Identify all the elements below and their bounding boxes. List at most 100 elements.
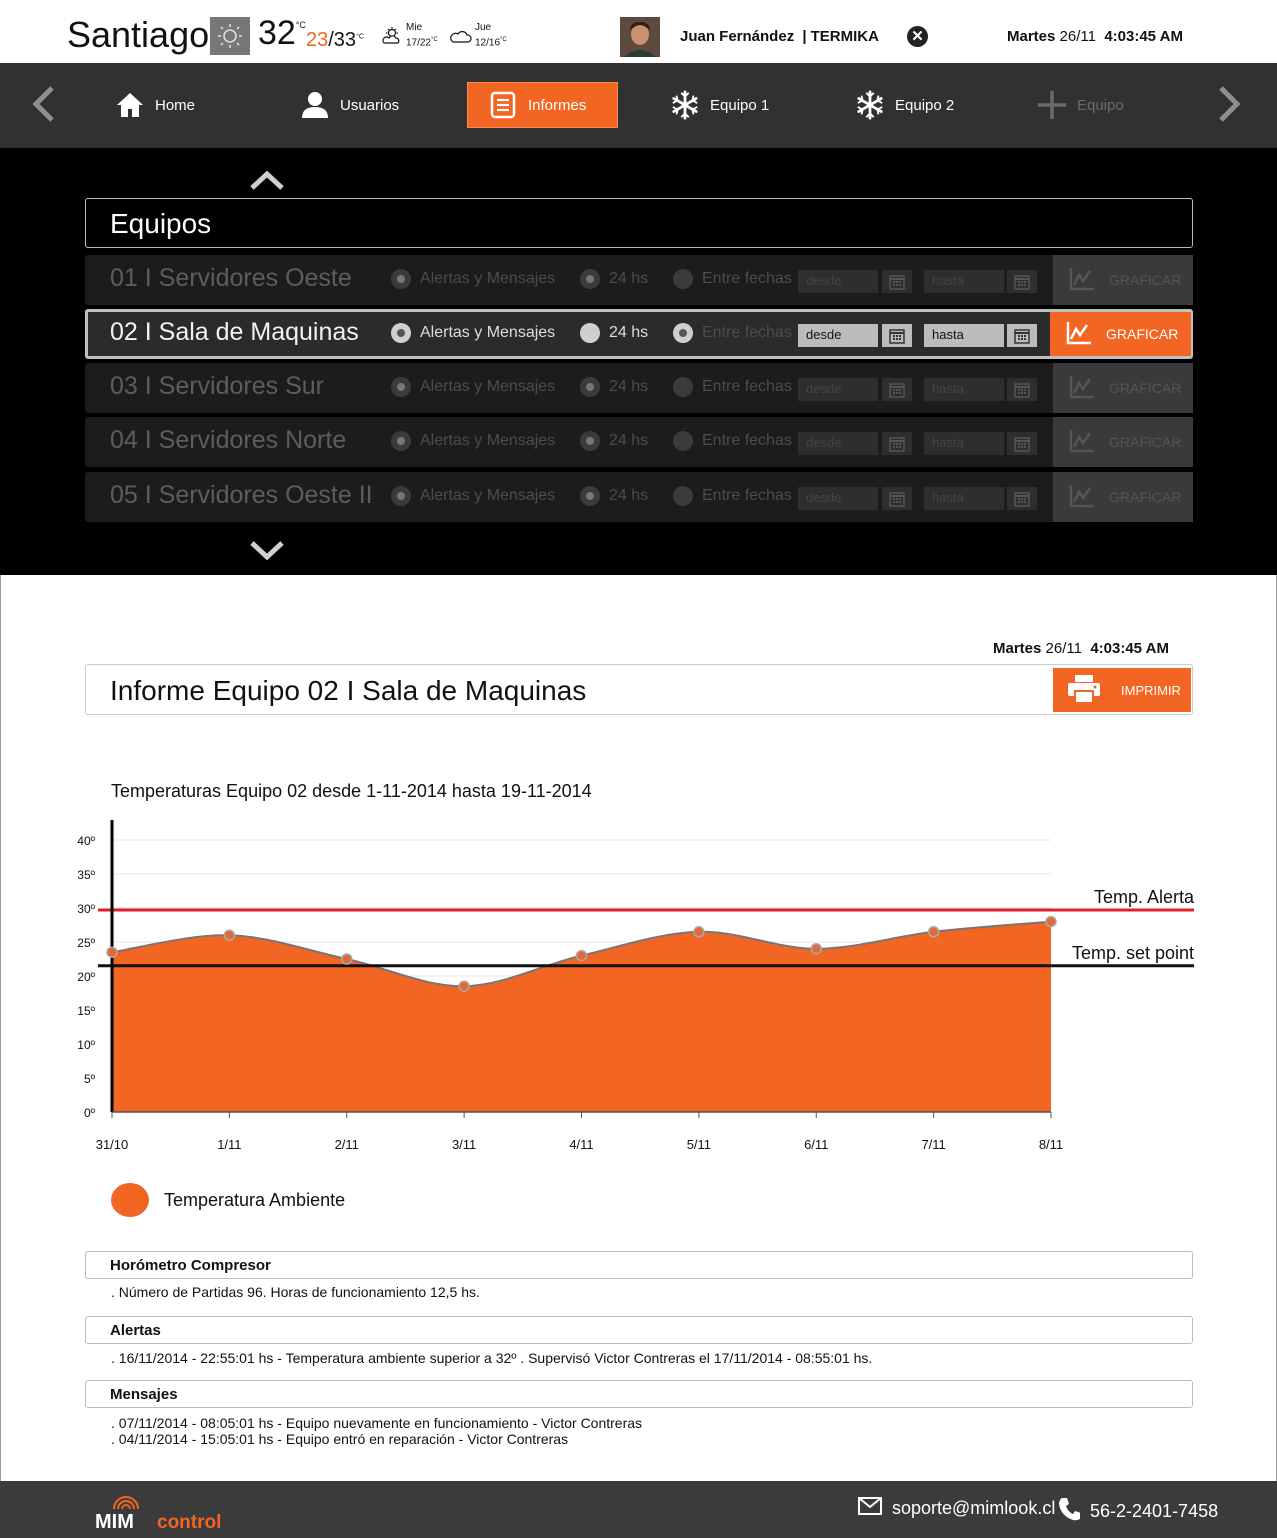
horometro-text: . Número de Partidas 96. Horas de funcio… bbox=[111, 1284, 480, 1300]
line-chart-icon bbox=[1069, 429, 1095, 456]
date-to-input[interactable]: hasta bbox=[924, 487, 1004, 510]
radio-24hs[interactable]: 24 hs bbox=[580, 269, 648, 289]
nav-item-equipo-2[interactable]: Equipo 2 bbox=[855, 82, 954, 128]
nav-item-equipo-1[interactable]: Equipo 1 bbox=[670, 82, 769, 128]
equipment-row[interactable]: 04 I Servidores Norte Alertas y Mensajes 2… bbox=[85, 417, 1193, 467]
equipment-name: 03 I Servidores Sur bbox=[110, 372, 324, 400]
date-from-input[interactable]: desde bbox=[798, 324, 878, 347]
partly-sunny-icon bbox=[382, 26, 400, 44]
report-header: Informe Equipo 02 I Sala de Maquinas IMP… bbox=[85, 664, 1193, 715]
radio-entre-fechas[interactable]: Entre fechas bbox=[673, 377, 792, 397]
radio-alertas[interactable]: Alertas y Mensajes bbox=[391, 269, 555, 289]
radio-entre-fechas[interactable]: Entre fechas bbox=[673, 323, 792, 343]
header-datetime: Martes 26/11 4:03:45 AM bbox=[1007, 28, 1183, 45]
calendar-icon[interactable] bbox=[882, 432, 912, 455]
radio-icon bbox=[391, 431, 411, 451]
nav-prev-arrow[interactable] bbox=[30, 84, 56, 130]
date-to-input[interactable]: hasta bbox=[924, 270, 1004, 293]
nav-next-arrow[interactable] bbox=[1217, 84, 1243, 130]
graficar-button[interactable]: GRAFICAR bbox=[1053, 472, 1193, 522]
calendar-icon[interactable] bbox=[1007, 432, 1037, 455]
temperature-range: 23/33°C bbox=[306, 29, 364, 51]
graficar-button[interactable]: GRAFICAR bbox=[1053, 417, 1193, 467]
forecast-day-2: Jue 12/16°C bbox=[450, 22, 507, 49]
y-tick-label: 15º bbox=[77, 1004, 95, 1018]
calendar-icon[interactable] bbox=[882, 270, 912, 293]
nav-item-informes[interactable]: Informes bbox=[467, 82, 618, 128]
radio-alertas[interactable]: Alertas y Mensajes bbox=[391, 323, 555, 343]
graficar-button[interactable]: GRAFICAR bbox=[1053, 255, 1193, 305]
graficar-button[interactable]: GRAFICAR bbox=[1053, 363, 1193, 413]
report-datetime: Martes 26/11 4:03:45 AM bbox=[993, 640, 1169, 657]
mail-icon bbox=[858, 1497, 882, 1520]
nav-item-add-equipo[interactable]: Equipo bbox=[1037, 82, 1124, 128]
scroll-down-chevron-icon[interactable] bbox=[249, 541, 285, 561]
date-to-input[interactable]: hasta bbox=[924, 324, 1004, 347]
radio-icon bbox=[580, 323, 600, 343]
data-point bbox=[810, 943, 822, 955]
calendar-icon[interactable] bbox=[882, 487, 912, 510]
forecast-day-1: Mie 17/22°C bbox=[381, 22, 438, 49]
y-tick-label: 40º bbox=[77, 834, 95, 848]
sunny-icon bbox=[210, 17, 250, 55]
y-tick-label: 30º bbox=[77, 902, 95, 916]
print-button[interactable]: IMPRIMIR bbox=[1053, 668, 1191, 712]
calendar-icon[interactable] bbox=[882, 324, 912, 347]
nav-item-home[interactable]: Home bbox=[115, 82, 195, 128]
mim-control-logo: MIM control bbox=[95, 1491, 245, 1536]
calendar-icon[interactable] bbox=[1007, 378, 1037, 401]
data-point bbox=[927, 926, 940, 938]
equipment-row[interactable]: 01 I Servidores Oeste Alertas y Mensajes 2… bbox=[85, 255, 1193, 305]
legend-label: Temperatura Ambiente bbox=[164, 1189, 346, 1210]
line-chart-icon bbox=[1069, 484, 1095, 511]
radio-entre-fechas[interactable]: Entre fechas bbox=[673, 269, 792, 289]
calendar-icon[interactable] bbox=[1007, 270, 1037, 293]
date-from-input[interactable]: desde bbox=[798, 432, 878, 455]
calendar-icon[interactable] bbox=[882, 378, 912, 401]
date-to-input[interactable]: hasta bbox=[924, 378, 1004, 401]
data-point bbox=[106, 946, 118, 958]
radio-alertas[interactable]: Alertas y Mensajes bbox=[391, 377, 555, 397]
scroll-up-chevron-icon[interactable] bbox=[249, 170, 285, 190]
radio-24hs[interactable]: 24 hs bbox=[580, 431, 648, 451]
logout-button[interactable]: ✕ bbox=[907, 26, 928, 47]
snowflake-icon bbox=[670, 90, 700, 120]
support-phone-link[interactable]: 56-2-2401-7458 bbox=[1058, 1497, 1218, 1526]
radio-entre-fechas[interactable]: Entre fechas bbox=[673, 431, 792, 451]
temperature-chart: 0º 5º 10º 15º 20º 25º 30º 35º 40º Temp. Alerta Tem… bbox=[77, 820, 1195, 1152]
equipment-name: 04 I Servidores Norte bbox=[110, 426, 347, 454]
equipment-name: 02 I Sala de Maquinas bbox=[110, 318, 359, 346]
equipment-row[interactable]: 03 I Servidores Sur Alertas y Mensajes 24 … bbox=[85, 363, 1193, 413]
report-title: Informe Equipo 02 I Sala de Maquinas bbox=[110, 675, 587, 706]
radio-alertas[interactable]: Alertas y Mensajes bbox=[391, 486, 555, 506]
radio-alertas[interactable]: Alertas y Mensajes bbox=[391, 431, 555, 451]
user-avatar[interactable] bbox=[620, 17, 660, 57]
date-to-input[interactable]: hasta bbox=[924, 432, 1004, 455]
date-from-input[interactable]: desde bbox=[798, 270, 878, 293]
graficar-button[interactable]: GRAFICAR bbox=[1050, 312, 1191, 356]
equipment-row[interactable]: 02 I Sala de Maquinas Alertas y Mensajes 2… bbox=[85, 309, 1193, 359]
x-tick-label: 2/11 bbox=[335, 1137, 359, 1152]
calendar-icon[interactable] bbox=[1007, 324, 1037, 347]
radio-24hs[interactable]: 24 hs bbox=[580, 377, 648, 397]
radio-24hs[interactable]: 24 hs bbox=[580, 323, 648, 343]
y-tick-label: 35º bbox=[77, 868, 95, 882]
date-from-input[interactable]: desde bbox=[798, 487, 878, 510]
support-email-link[interactable]: soporte@mimlook.cl bbox=[858, 1497, 1055, 1520]
radio-icon bbox=[673, 486, 693, 506]
data-point bbox=[223, 929, 236, 941]
calendar-icon[interactable] bbox=[1007, 487, 1037, 510]
radio-24hs[interactable]: 24 hs bbox=[580, 486, 648, 506]
y-tick-label: 25º bbox=[77, 936, 95, 950]
radio-icon bbox=[673, 323, 693, 343]
nav-item-usuarios[interactable]: Usuarios bbox=[300, 82, 399, 128]
date-from-input[interactable]: desde bbox=[798, 378, 878, 401]
equipment-row[interactable]: 05 I Servidores Oeste II Alertas y Mensaj… bbox=[85, 472, 1193, 522]
radio-entre-fechas[interactable]: Entre fechas bbox=[673, 486, 792, 506]
message-entry: . 07/11/2014 - 08:05:01 hs - Equipo nuev… bbox=[111, 1415, 643, 1431]
legend-swatch bbox=[111, 1183, 149, 1217]
radio-icon bbox=[580, 431, 600, 451]
x-tick-label: 6/11 bbox=[804, 1137, 828, 1152]
x-tick-label: 8/11 bbox=[1039, 1137, 1063, 1152]
section-alertas: Alertas bbox=[85, 1316, 1193, 1344]
